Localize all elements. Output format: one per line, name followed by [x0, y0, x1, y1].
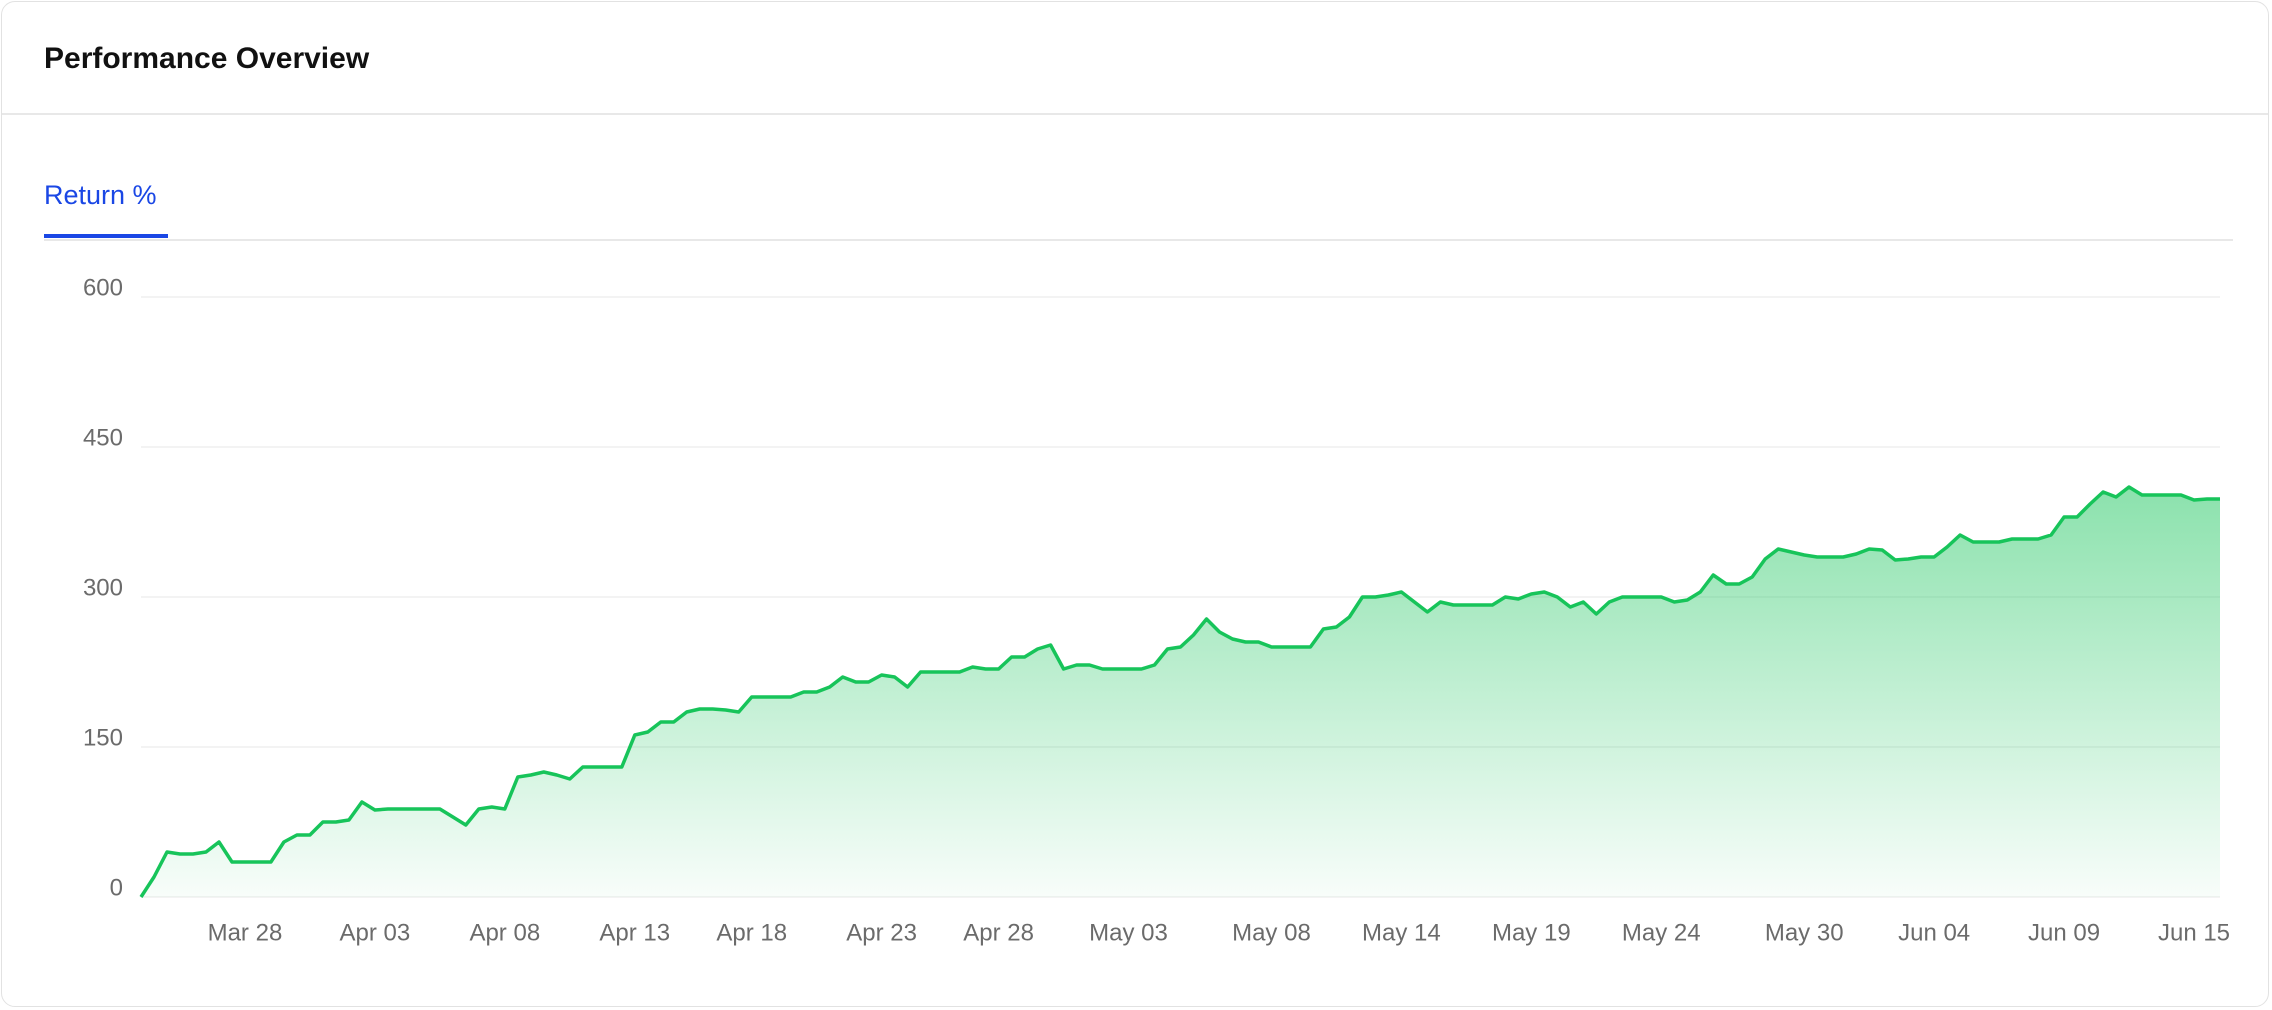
x-tick-label: Apr 23 — [846, 919, 917, 946]
x-tick-label: Mar 28 — [208, 919, 283, 946]
y-tick-label: 300 — [83, 574, 123, 601]
x-tick-label: May 03 — [1089, 919, 1168, 946]
card-title: Performance Overview — [44, 42, 370, 75]
x-tick-label: Apr 18 — [716, 919, 787, 946]
tab-indicator — [44, 234, 168, 238]
y-tick-label: 450 — [83, 424, 123, 451]
divider — [44, 239, 2233, 241]
area — [141, 487, 2220, 897]
x-tick-label: Apr 13 — [599, 919, 670, 946]
divider — [2, 113, 2268, 115]
x-tick-label: May 08 — [1232, 919, 1311, 946]
x-tick-label: May 14 — [1362, 919, 1441, 946]
x-tick-label: May 30 — [1765, 919, 1844, 946]
line — [139, 485, 2220, 898]
x-tick-label: Apr 28 — [963, 919, 1034, 946]
y-tick-label: 0 — [110, 874, 123, 901]
tab[interactable]: Return % — [44, 180, 157, 210]
y-tick-label: 150 — [83, 724, 123, 751]
x-tick-label: Jun 04 — [1898, 919, 1970, 946]
x-tick-label: May 19 — [1492, 919, 1571, 946]
x-tick-label: Apr 03 — [340, 919, 411, 946]
x-tick-label: Jun 15 — [2158, 919, 2230, 946]
x-tick-label: Apr 08 — [469, 919, 540, 946]
x-tick-label: May 24 — [1622, 919, 1701, 946]
y-tick-label: 600 — [83, 274, 123, 301]
x-tick-label: Jun 09 — [2028, 919, 2100, 946]
